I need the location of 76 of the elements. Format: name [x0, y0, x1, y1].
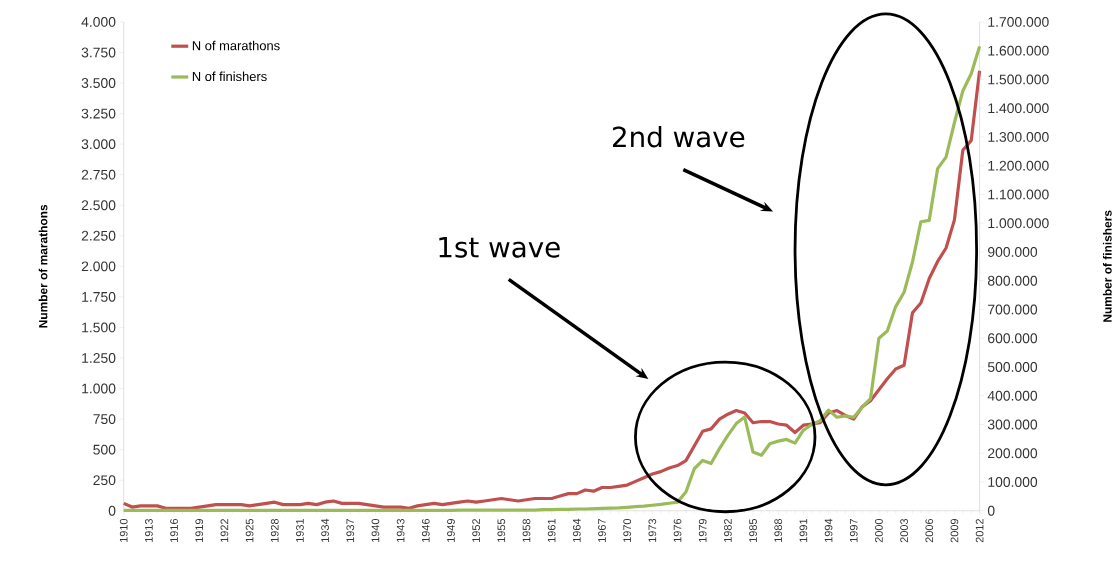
- x-tick-label: 2006: [925, 519, 934, 543]
- x-tick-label: 1994: [824, 519, 833, 543]
- y2-tick-label: 1.700.000: [988, 17, 1049, 28]
- y2-tick-label: 1.300.000: [988, 132, 1049, 143]
- x-tick-label: 1982: [724, 519, 732, 543]
- y2-tick-label: 500.000: [987, 362, 1038, 373]
- x-tick-label: 1958: [522, 519, 531, 543]
- y-tick-label: 250: [93, 475, 116, 486]
- x-tick-label: 1925: [245, 519, 254, 543]
- y-tick-label: 3.000: [81, 139, 116, 150]
- x-tick-label: 1919: [195, 519, 204, 543]
- x-tick-label: 1922: [220, 519, 229, 543]
- x-tick-label: 1940: [371, 519, 380, 543]
- y2-tick-label: 600.000: [988, 333, 1038, 344]
- x-tick-label: 1973: [648, 519, 657, 543]
- x-tick-label: 1976: [673, 519, 682, 543]
- y-tick-label: 2.000: [81, 261, 116, 272]
- legend-label: N of marathons: [192, 40, 280, 51]
- x-tick-label: 1910: [119, 519, 128, 543]
- x-tick-label: 1967: [598, 519, 606, 543]
- y-tick-label: 2.500: [81, 200, 116, 211]
- x-tick-label: 1991: [799, 519, 808, 543]
- y2-tick-label: 1.600.000: [988, 45, 1049, 56]
- x-tick-label: 1997: [849, 519, 858, 543]
- x-tick-label: 1943: [396, 519, 405, 543]
- x-tick-label: 2000: [875, 519, 883, 543]
- y-tick-label: 3.250: [81, 108, 116, 119]
- x-tick-label: 1937: [346, 519, 355, 543]
- x-tick-label: 1988: [774, 519, 783, 543]
- x-tick-label: 1979: [698, 519, 707, 543]
- y2-tick-label: 1.200.000: [988, 160, 1049, 171]
- x-tick-label: 1952: [472, 519, 480, 543]
- y-tick-label: 3.750: [81, 47, 116, 58]
- y2-tick-label: 900.000: [988, 247, 1038, 258]
- x-tick-label: 2003: [900, 519, 908, 543]
- x-tick-label: 2009: [950, 519, 959, 543]
- y-axis-title: Number of marathons: [38, 205, 48, 328]
- y2-tick-label: 1.500.000: [988, 74, 1049, 85]
- annotation: 2nd wave: [612, 126, 745, 148]
- y2-tick-label: 100.000: [988, 477, 1038, 488]
- x-tick-label: 2012: [975, 519, 984, 543]
- x-tick-label: 1955: [497, 519, 506, 543]
- y-tick-label: 2.250: [81, 231, 116, 241]
- y-tick-label: 1.500: [82, 322, 116, 333]
- y-tick-label: 1.750: [82, 292, 116, 302]
- y-tick-label: 2.750: [81, 169, 116, 180]
- y-tick-label: 0: [108, 505, 116, 516]
- y2-tick-label: 1.100.000: [988, 189, 1049, 200]
- y-tick-label: 750: [93, 414, 116, 425]
- x-tick-label: 1985: [749, 519, 757, 543]
- y-tick-label: 1.250: [82, 353, 116, 364]
- x-tick-label: 1970: [623, 519, 632, 543]
- x-tick-label: 1961: [547, 519, 556, 543]
- x-tick-label: 1931: [296, 519, 304, 543]
- x-tick-label: 1964: [572, 519, 581, 543]
- y2-tick-label: 800.000: [987, 275, 1038, 286]
- y-tick-label: 3.500: [81, 78, 116, 89]
- x-tick-label: 1913: [145, 519, 153, 543]
- x-tick-label: 1949: [447, 519, 455, 543]
- y2-tick-label: 1.400.000: [988, 103, 1049, 114]
- y2-axis-title: Number of finishers: [1102, 210, 1112, 323]
- y-tick-label: 1.000: [82, 383, 116, 394]
- x-tick-label: 1946: [421, 519, 430, 543]
- legend-label: N of finishers: [192, 71, 267, 82]
- y-tick-label: 500: [93, 444, 116, 455]
- y2-tick-label: 200.000: [988, 448, 1038, 459]
- y-tick-label: 4.000: [81, 17, 116, 28]
- x-tick-label: 1934: [321, 519, 329, 543]
- x-tick-label: 1916: [170, 519, 178, 543]
- y2-tick-label: 1.000.000: [988, 218, 1049, 229]
- y2-tick-label: 700.000: [988, 304, 1038, 315]
- y2-tick-label: 300.000: [987, 419, 1038, 430]
- annotation: 1st wave: [439, 237, 560, 258]
- y2-tick-label: 400.000: [987, 390, 1038, 401]
- x-tick-label: 1928: [270, 519, 279, 543]
- y2-tick-label: 0: [987, 505, 995, 516]
